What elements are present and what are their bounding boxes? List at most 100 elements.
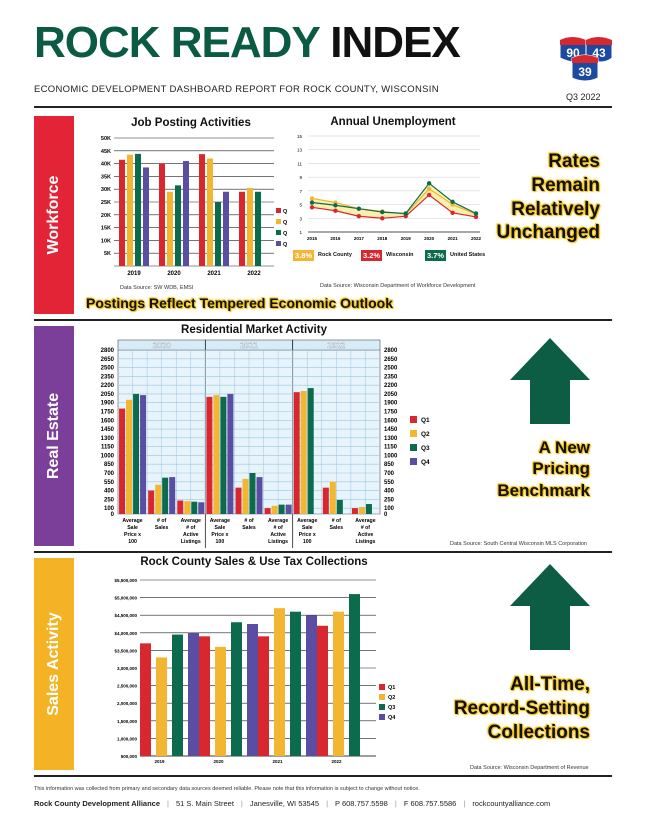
data-point <box>309 205 315 210</box>
workforce-subheadline: Postings Reflect Tempered Economic Outlo… <box>86 295 394 311</box>
data-point <box>450 199 455 205</box>
data-point <box>356 206 362 211</box>
group-label: Listings <box>181 539 201 545</box>
bar <box>285 504 292 514</box>
series-line <box>311 182 477 215</box>
source-residential: Data Source: South Central Wisconsin MLS… <box>450 541 587 547</box>
bar <box>242 478 249 514</box>
bar <box>322 487 329 514</box>
y-tick-label: 11 <box>297 161 302 166</box>
chart-title-residential: Residential Market Activity <box>181 324 327 336</box>
y-tick-label: 700 <box>104 471 115 477</box>
bar <box>140 395 147 514</box>
y-tick-label: 1300 <box>384 436 398 442</box>
bar <box>213 395 220 514</box>
group-label: # of <box>361 525 370 531</box>
legend-label: Q3 <box>421 445 430 452</box>
x-tick-label: 2015 <box>307 236 318 241</box>
y-tick-label: 0 <box>384 512 388 518</box>
data-point <box>426 186 432 191</box>
bar <box>255 191 261 266</box>
y-tick-label: 1,000,000 <box>117 736 138 741</box>
y-tick-label: 1750 <box>101 410 115 416</box>
x-tick-label: 2020 <box>167 271 181 277</box>
bar <box>172 634 183 756</box>
bar <box>198 502 205 514</box>
y-tick-label: 2,500,000 <box>117 684 138 689</box>
bar <box>155 484 162 514</box>
y-tick-label: 1450 <box>384 427 398 433</box>
report-title: ROCK READY INDEX <box>34 18 461 68</box>
data-point <box>333 208 338 213</box>
group-label: Sale <box>215 525 226 531</box>
legend-label: Rock County <box>318 252 352 258</box>
bar <box>349 594 360 756</box>
bar <box>183 161 189 266</box>
y-tick-label: 3,000,000 <box>117 666 138 671</box>
y-tick-label: $5,500,000 <box>114 578 137 583</box>
y-tick-label: 1600 <box>384 418 398 424</box>
y-tick-label: 850 <box>104 462 115 468</box>
headline-line: Benchmark <box>497 480 590 500</box>
job-postings-chart: 50K 45K 40K 35K 30K 25K 20K 15K 10K 5K 2019 2020 202… <box>101 136 288 277</box>
footer-address: 51 S. Main Street <box>175 799 234 808</box>
x-tick-label: 2016 <box>330 236 341 241</box>
series-line <box>311 194 477 219</box>
footer-website[interactable]: rockcountyalliance.com <box>472 799 551 808</box>
bar <box>264 508 271 514</box>
legend-label: Q2 <box>388 695 395 701</box>
data-point <box>309 196 315 201</box>
legend-value-badge: 3.2% <box>361 250 383 261</box>
title-part-b: INDEX <box>330 18 460 67</box>
bar <box>317 625 328 756</box>
bar <box>206 396 213 514</box>
legend-label: Q4 <box>421 459 430 466</box>
bar <box>290 611 301 756</box>
group-label: Sales <box>155 525 169 531</box>
bar <box>143 167 149 266</box>
x-tick-label: 2019 <box>401 236 412 241</box>
x-tick-label: 2021 <box>448 236 459 241</box>
y-tick-label: 2800 <box>384 348 398 354</box>
footer-contact: Rock County Development Alliance | 51 S. M… <box>34 799 551 808</box>
title-part-a: ROCK READY <box>34 18 331 67</box>
bar <box>156 657 167 756</box>
footer-city: Janesville, WI 53545 <box>249 799 320 808</box>
bar <box>239 191 245 266</box>
y-tick-label: 15K <box>101 226 111 232</box>
chart-title-unemployment: Annual Unemployment <box>330 116 456 128</box>
sales-tax-chart: $5,500,000 $5,000,000 $4,500,000 $4,000,000… <box>114 578 396 764</box>
x-tick-label: 2021 <box>272 759 283 764</box>
group-label: Listings <box>355 539 375 545</box>
y-tick-label: 50K <box>101 136 111 142</box>
report-quarter: Q3 2022 <box>566 92 601 102</box>
group-label: Active <box>183 532 199 538</box>
footer-fax: F 608.757.5586 <box>403 799 457 808</box>
bar <box>127 154 133 266</box>
bar <box>207 158 213 266</box>
y-tick-label: 5K <box>104 251 111 257</box>
bar <box>247 624 258 756</box>
group-label: Active <box>270 532 286 538</box>
x-tick-label: 2022 <box>331 759 342 764</box>
legend-label: Q <box>283 231 288 237</box>
y-tick-label: 550 <box>384 480 395 486</box>
y-tick-label: 20K <box>101 213 111 219</box>
legend-swatch <box>410 430 417 437</box>
y-tick-label: 1900 <box>384 401 398 407</box>
x-tick-label: 2022 <box>471 236 482 241</box>
bar <box>271 505 278 514</box>
divider <box>34 319 612 321</box>
bar <box>169 477 176 514</box>
legend-label: Q4 <box>388 715 396 721</box>
bar <box>351 508 358 514</box>
x-tick-label: 2018 <box>377 236 388 241</box>
y-tick-label: 100 <box>104 506 115 512</box>
bar <box>293 392 300 514</box>
y-tick-label: 1000 <box>384 453 398 459</box>
bar <box>300 391 307 514</box>
group-label: Listings <box>268 539 288 545</box>
data-point <box>426 181 432 186</box>
year-label: 2020 <box>153 341 171 350</box>
y-tick-label: 30K <box>101 187 111 193</box>
